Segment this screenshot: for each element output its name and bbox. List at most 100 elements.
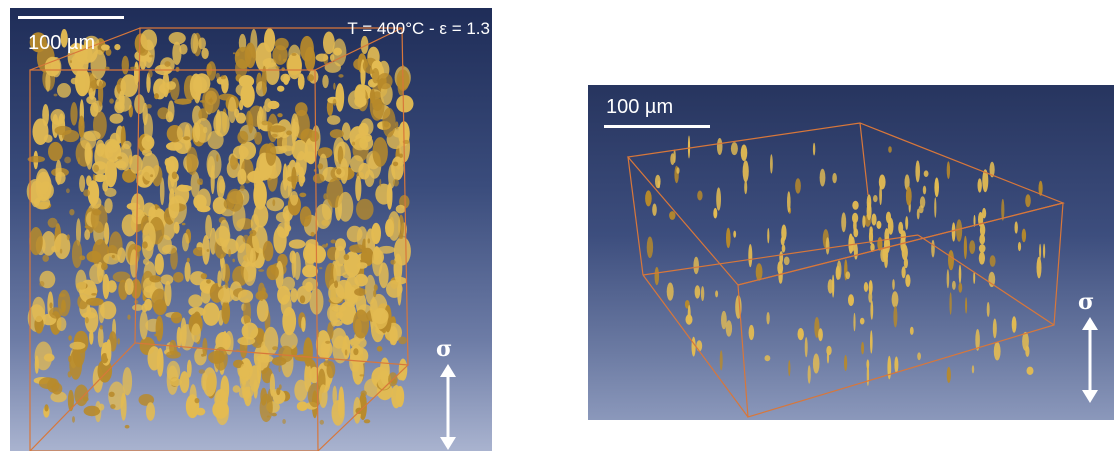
feature-blob bbox=[59, 248, 63, 254]
feature-blob bbox=[269, 373, 275, 397]
feature-blob bbox=[852, 212, 859, 224]
feature-blob bbox=[202, 235, 210, 265]
feature-blob bbox=[373, 289, 377, 298]
feature-blob bbox=[312, 173, 325, 184]
feature-blob bbox=[197, 178, 203, 185]
feature-blob bbox=[986, 302, 990, 317]
bounding-box-left bbox=[29, 27, 409, 451]
feature-blob bbox=[146, 72, 151, 93]
stress-sigma-label: σ bbox=[436, 336, 453, 362]
feature-blob bbox=[67, 389, 74, 412]
feature-blob bbox=[129, 154, 143, 174]
feature-blob bbox=[190, 171, 200, 198]
feature-blob bbox=[788, 360, 791, 377]
feature-blob bbox=[372, 246, 383, 277]
feature-blob bbox=[852, 200, 859, 210]
feature-blob bbox=[173, 221, 180, 234]
feature-blob bbox=[841, 212, 847, 233]
feature-blob bbox=[360, 118, 374, 136]
feature-blob bbox=[244, 42, 256, 69]
feature-blob bbox=[952, 280, 956, 290]
feature-blob bbox=[783, 256, 790, 266]
feature-blob bbox=[377, 73, 393, 90]
feature-blob bbox=[84, 225, 91, 229]
feature-blob bbox=[298, 166, 305, 187]
feature-blob bbox=[237, 243, 254, 268]
feature-blob bbox=[203, 126, 208, 134]
feature-blob bbox=[931, 239, 935, 258]
feature-blob bbox=[826, 345, 832, 356]
feature-blob bbox=[317, 163, 324, 170]
feature-blob bbox=[92, 173, 96, 181]
feature-blob bbox=[198, 108, 209, 121]
feature-blob bbox=[337, 191, 354, 222]
feature-blob bbox=[290, 288, 298, 303]
feature-blob bbox=[175, 349, 178, 357]
feature-blob bbox=[887, 217, 894, 235]
feature-blob bbox=[34, 341, 53, 371]
feature-blob bbox=[304, 46, 316, 72]
feature-blob bbox=[171, 171, 178, 180]
feature-blob bbox=[1025, 345, 1030, 358]
feature-blob bbox=[330, 239, 337, 244]
feature-blob bbox=[168, 32, 186, 45]
feature-blob bbox=[220, 257, 226, 282]
feature-blob bbox=[853, 312, 856, 332]
feature-blob bbox=[352, 141, 355, 146]
feature-blob bbox=[360, 247, 374, 266]
feature-blob bbox=[141, 152, 160, 182]
stress-direction-arrow bbox=[440, 364, 456, 450]
feature-blob bbox=[289, 250, 297, 264]
feature-blob bbox=[261, 65, 267, 96]
feature-blob bbox=[130, 66, 137, 70]
feature-blob bbox=[814, 317, 820, 338]
feature-blob bbox=[55, 159, 62, 186]
feature-blob bbox=[901, 244, 908, 261]
feature-blob bbox=[278, 384, 282, 390]
feature-blob bbox=[352, 309, 370, 339]
feature-blob bbox=[253, 203, 269, 228]
feature-blob bbox=[68, 335, 72, 341]
feature-blob bbox=[126, 202, 141, 210]
feature-blob bbox=[309, 130, 320, 142]
feature-blob bbox=[79, 255, 86, 261]
feature-blob bbox=[170, 312, 183, 324]
box-edge bbox=[917, 234, 1055, 326]
feature-blob bbox=[85, 317, 89, 324]
feature-blob bbox=[227, 96, 237, 124]
feature-blob bbox=[237, 289, 254, 303]
scale-bar-label: 100 µm bbox=[28, 32, 96, 54]
feature-blob bbox=[696, 340, 703, 352]
feature-blob bbox=[325, 340, 331, 344]
feature-blob bbox=[241, 322, 259, 340]
box-front-face bbox=[29, 69, 319, 451]
feature-blob bbox=[86, 95, 97, 105]
feature-blob bbox=[392, 161, 399, 167]
feature-blob bbox=[202, 302, 220, 326]
feature-blob bbox=[99, 325, 103, 330]
feature-blob bbox=[764, 355, 771, 362]
feature-blob bbox=[336, 168, 342, 175]
feature-blob bbox=[951, 222, 956, 242]
feature-blob bbox=[290, 191, 299, 206]
feature-blob bbox=[226, 188, 244, 212]
feature-blob bbox=[893, 305, 898, 328]
feature-blob bbox=[715, 290, 719, 298]
feature-blob bbox=[733, 230, 737, 238]
feature-blob bbox=[45, 71, 51, 92]
feature-blob bbox=[338, 74, 344, 78]
feature-blob bbox=[901, 266, 906, 279]
feature-blob bbox=[51, 382, 63, 395]
feature-blob bbox=[149, 275, 162, 283]
feature-blob bbox=[334, 280, 339, 289]
feature-blob bbox=[693, 256, 699, 275]
feature-blob bbox=[154, 333, 158, 337]
feature-blob bbox=[180, 317, 187, 348]
feature-blob bbox=[363, 419, 371, 424]
feature-blob bbox=[982, 169, 989, 193]
stress-direction-arrow bbox=[1082, 317, 1098, 403]
feature-blob bbox=[149, 54, 154, 58]
feature-blob bbox=[307, 74, 315, 82]
feature-blob bbox=[104, 66, 110, 70]
feature-blob bbox=[242, 234, 250, 243]
